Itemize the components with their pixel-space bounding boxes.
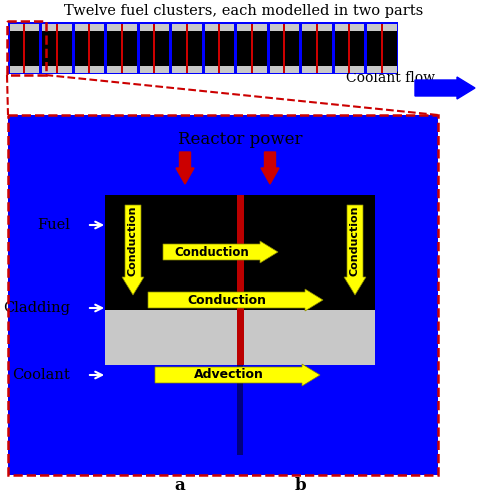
Bar — [107, 24, 136, 30]
Bar — [380, 24, 382, 72]
Bar — [204, 24, 234, 72]
Bar — [9, 66, 39, 72]
Bar — [237, 24, 266, 72]
Bar — [139, 24, 169, 30]
Bar — [42, 24, 71, 30]
Bar — [8, 115, 437, 475]
Text: Conduction: Conduction — [128, 206, 138, 276]
Bar — [302, 24, 331, 72]
Bar — [204, 66, 234, 72]
Bar — [42, 66, 71, 72]
Bar — [9, 24, 39, 72]
Text: Conduction: Conduction — [174, 246, 248, 258]
Bar — [7, 21, 45, 75]
Bar — [139, 24, 169, 72]
Bar — [74, 66, 104, 72]
FancyArrow shape — [163, 241, 278, 263]
FancyArrow shape — [122, 205, 143, 295]
Bar — [237, 66, 266, 72]
FancyArrow shape — [176, 152, 194, 184]
Bar — [283, 24, 285, 72]
Bar — [366, 24, 396, 30]
Bar — [269, 24, 298, 30]
FancyArrow shape — [261, 152, 279, 184]
Bar — [185, 24, 187, 72]
FancyArrow shape — [414, 77, 474, 99]
Text: Coolant flow: Coolant flow — [345, 71, 434, 85]
Bar — [105, 195, 374, 310]
Bar — [237, 365, 243, 455]
Bar — [139, 66, 169, 72]
Bar — [347, 24, 349, 72]
Bar — [23, 24, 25, 72]
Text: Twelve fuel clusters, each modelled in two parts: Twelve fuel clusters, each modelled in t… — [64, 4, 423, 18]
Bar — [56, 24, 58, 72]
Bar — [74, 24, 104, 72]
Text: Coolant: Coolant — [12, 368, 70, 382]
Text: Advection: Advection — [193, 368, 263, 382]
Bar — [172, 24, 201, 72]
Bar — [334, 24, 363, 30]
Bar — [8, 22, 397, 74]
Bar — [218, 24, 220, 72]
Text: Conduction: Conduction — [349, 206, 359, 276]
Bar — [302, 24, 331, 30]
Bar — [204, 24, 234, 30]
FancyArrow shape — [343, 205, 365, 295]
FancyArrow shape — [155, 364, 319, 386]
Bar — [250, 24, 252, 72]
Bar — [74, 24, 104, 30]
Bar — [8, 115, 437, 475]
Bar — [366, 24, 396, 72]
Text: Fuel: Fuel — [37, 218, 70, 232]
Bar — [334, 24, 363, 72]
Text: Cladding: Cladding — [3, 301, 70, 315]
FancyArrow shape — [148, 289, 323, 311]
Text: Conduction: Conduction — [186, 294, 265, 306]
Bar — [366, 66, 396, 72]
Bar — [172, 66, 201, 72]
Bar — [153, 24, 155, 72]
Bar — [236, 195, 243, 365]
Bar — [334, 66, 363, 72]
Text: a: a — [174, 476, 185, 494]
Bar — [121, 24, 122, 72]
Text: Reactor power: Reactor power — [177, 132, 302, 148]
Bar — [237, 24, 266, 30]
Bar — [42, 24, 71, 72]
Bar — [88, 24, 90, 72]
Bar — [107, 66, 136, 72]
Bar — [315, 24, 317, 72]
Bar — [172, 24, 201, 30]
Bar — [107, 24, 136, 72]
Bar — [302, 66, 331, 72]
Bar — [269, 24, 298, 72]
Bar — [269, 66, 298, 72]
Bar — [9, 24, 39, 30]
Bar — [105, 310, 374, 365]
Text: b: b — [294, 476, 305, 494]
